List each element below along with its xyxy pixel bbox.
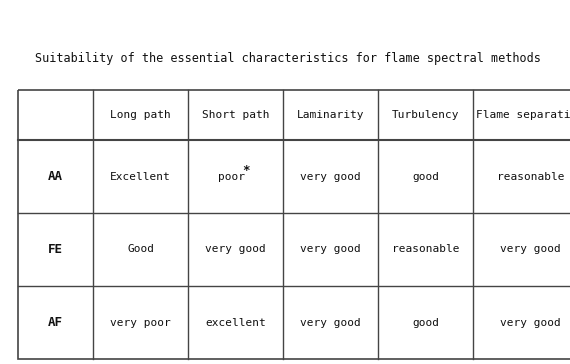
Text: reasonable: reasonable [496, 171, 564, 182]
Text: AF: AF [48, 316, 63, 329]
Text: Good: Good [127, 245, 154, 254]
Text: Laminarity: Laminarity [297, 110, 364, 120]
Text: poor: poor [218, 171, 245, 182]
Text: good: good [412, 317, 439, 328]
Text: Excellent: Excellent [110, 171, 171, 182]
Text: very good: very good [500, 245, 561, 254]
Text: very good: very good [300, 245, 361, 254]
Text: Suitability of the essential characteristics for flame spectral methods: Suitability of the essential characteris… [35, 52, 541, 65]
Text: Turbulency: Turbulency [392, 110, 459, 120]
Text: *: * [242, 164, 249, 177]
Text: reasonable: reasonable [392, 245, 459, 254]
Bar [18, 90, 570, 359]
Text: excellent: excellent [205, 317, 266, 328]
Text: good: good [412, 171, 439, 182]
Text: very good: very good [500, 317, 561, 328]
Text: Flame separation: Flame separation [477, 110, 570, 120]
Text: very good: very good [300, 317, 361, 328]
Text: very poor: very poor [110, 317, 171, 328]
Text: FE: FE [48, 243, 63, 256]
Text: AA: AA [48, 170, 63, 183]
Text: Long path: Long path [110, 110, 171, 120]
Text: very good: very good [300, 171, 361, 182]
Text: Short path: Short path [202, 110, 269, 120]
Text: very good: very good [205, 245, 266, 254]
